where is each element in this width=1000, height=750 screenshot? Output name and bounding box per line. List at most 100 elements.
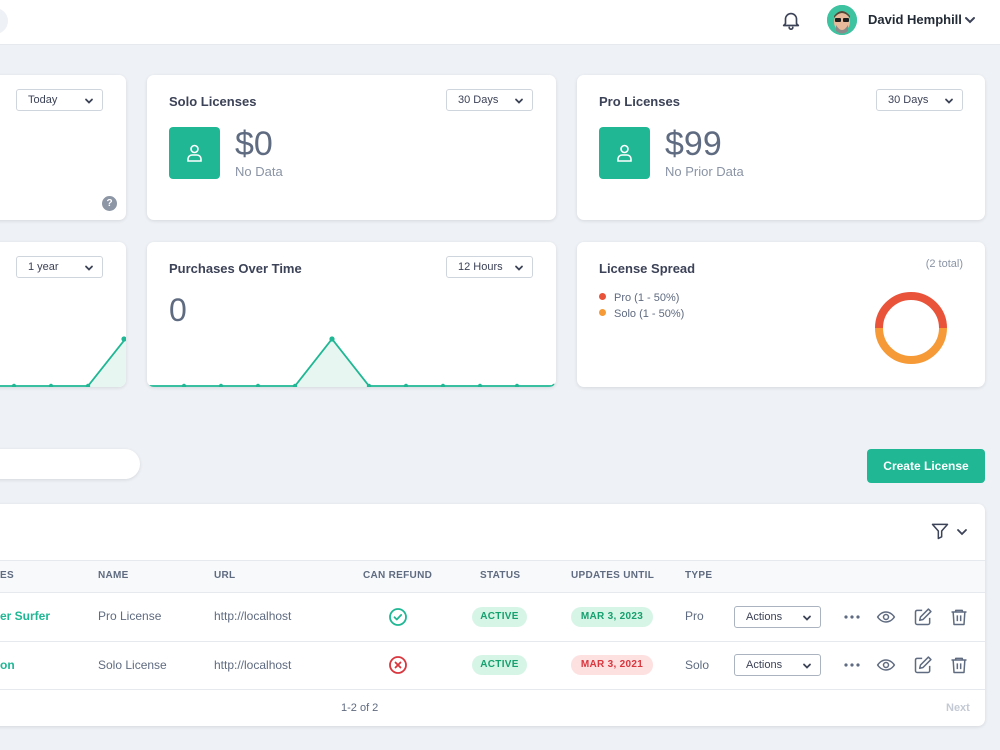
purchases-point [514, 383, 520, 387]
purchases-point [551, 383, 556, 387]
row-owner-link[interactable]: er Surfer [0, 609, 51, 623]
status-badge: ACTIVE [472, 607, 527, 627]
check-circle-icon [389, 608, 407, 626]
card-title: Purchases Over Time [169, 261, 302, 276]
purchases-area [147, 339, 556, 387]
license-total: (2 total) [925, 258, 963, 270]
card-title: Solo Licenses [169, 94, 257, 109]
column-header-owner[interactable]: ES [0, 570, 14, 581]
actions-label: Actions [746, 659, 783, 671]
row-divider [0, 641, 985, 642]
edit-icon[interactable] [913, 607, 933, 627]
purchases-point [440, 383, 446, 387]
legend-dot [599, 309, 606, 316]
metric-card-today: Today ? [0, 75, 126, 220]
legend-label: Pro (1 - 50%) [614, 292, 680, 304]
legend-dot [599, 293, 606, 300]
range-select-label: 12 Hours [458, 261, 503, 273]
range-select-solo[interactable]: 30 Days [446, 89, 533, 111]
create-license-button[interactable]: Create License [867, 449, 985, 483]
row-type: Pro [685, 609, 704, 623]
edit-icon[interactable] [913, 655, 933, 675]
donut-slice [875, 292, 947, 329]
range-select-label: 30 Days [888, 94, 929, 106]
license-spread-card: License Spread (2 total) Pro (1 - 50%) S… [577, 242, 985, 387]
license-search-input[interactable] [0, 449, 140, 479]
purchases-point [403, 383, 409, 387]
pro-licenses-card: Pro Licenses 30 Days $99 No Prior Data [577, 75, 985, 220]
purchases-over-time-card: Purchases Over Time 12 Hours 0 [147, 242, 556, 387]
user-name[interactable]: David Hemphill [868, 12, 962, 27]
chevron-down-icon [515, 98, 523, 104]
solo-amount: $0 [235, 125, 273, 163]
purchases-point [147, 383, 150, 387]
column-header-updates-until[interactable]: UPDATES UNTIL [571, 570, 655, 581]
pro-amount: $99 [665, 125, 722, 163]
range-select-label: Today [28, 94, 58, 106]
trash-icon[interactable] [949, 607, 969, 627]
eye-icon[interactable] [876, 655, 896, 675]
legend-item-pro: Pro (1 - 50%) [599, 292, 679, 304]
chevron-down-icon[interactable] [956, 526, 968, 538]
row-url: http://localhost [214, 658, 292, 672]
row-actions-select[interactable]: Actions [734, 654, 821, 676]
chevron-down-icon[interactable] [963, 13, 977, 27]
row-divider [0, 689, 985, 690]
more-icon[interactable] [842, 655, 862, 675]
chevron-down-icon [945, 98, 953, 104]
row-type: Solo [685, 658, 710, 672]
filter-icon[interactable] [930, 521, 950, 541]
chevron-down-icon [515, 265, 523, 271]
pro-amount-subtitle: No Prior Data [665, 164, 744, 179]
updates-until-badge: MAR 3, 2023 [571, 607, 653, 627]
column-header-can-refund[interactable]: CAN REFUND [363, 570, 433, 581]
chevron-down-icon [803, 663, 811, 669]
chevron-down-icon [85, 98, 93, 104]
card-title: License Spread [599, 261, 696, 276]
purchases-point [255, 383, 261, 387]
range-select-year[interactable]: 1 year [16, 256, 103, 278]
purchases-point [181, 383, 187, 387]
avatar[interactable] [827, 5, 857, 35]
legend-label: Solo (1 - 50%) [614, 308, 685, 320]
row-url: http://localhost [214, 609, 292, 623]
license-spread-donut [875, 292, 947, 364]
help-icon[interactable]: ? [102, 196, 117, 211]
purchases-point [477, 383, 483, 387]
status-badge: ACTIVE [472, 655, 527, 675]
bell-icon[interactable] [780, 9, 802, 31]
column-header-status[interactable]: STATUS [480, 570, 521, 581]
range-select-today[interactable]: Today [16, 89, 103, 111]
chevron-down-icon [85, 265, 93, 271]
next-page-button[interactable]: Next [946, 702, 970, 714]
card-title: Pro Licenses [599, 94, 680, 109]
solo-amount-subtitle: No Data [235, 164, 283, 179]
row-name: Pro License [98, 609, 162, 623]
user-icon [599, 127, 650, 179]
column-header-url[interactable]: URL [214, 570, 236, 581]
eye-icon[interactable] [876, 607, 896, 627]
actions-label: Actions [746, 611, 783, 623]
chevron-down-icon [803, 615, 811, 621]
purchases-point [218, 383, 224, 387]
row-owner-link[interactable]: on [0, 658, 15, 672]
trash-icon[interactable] [949, 655, 969, 675]
year-trend-sparkline [0, 336, 126, 387]
legend-item-solo: Solo (1 - 50%) [599, 308, 684, 320]
x-circle-icon [389, 656, 407, 674]
column-header-type[interactable]: TYPE [685, 570, 713, 581]
trend-card-year: 1 year [0, 242, 126, 387]
range-select-purchases[interactable]: 12 Hours [446, 256, 533, 278]
row-actions-select[interactable]: Actions [734, 606, 821, 628]
column-header-name[interactable]: NAME [98, 570, 129, 581]
top-bar: David Hemphill [0, 0, 1000, 45]
pagination-range: 1-2 of 2 [341, 702, 379, 714]
table-header [0, 560, 985, 593]
global-search-input[interactable] [0, 8, 8, 34]
purchases-line-chart [147, 336, 556, 387]
range-select-label: 1 year [28, 261, 59, 273]
range-select-pro[interactable]: 30 Days [876, 89, 963, 111]
more-icon[interactable] [842, 607, 862, 627]
donut-slice [875, 327, 947, 364]
updates-until-badge: MAR 3, 2021 [571, 655, 653, 675]
